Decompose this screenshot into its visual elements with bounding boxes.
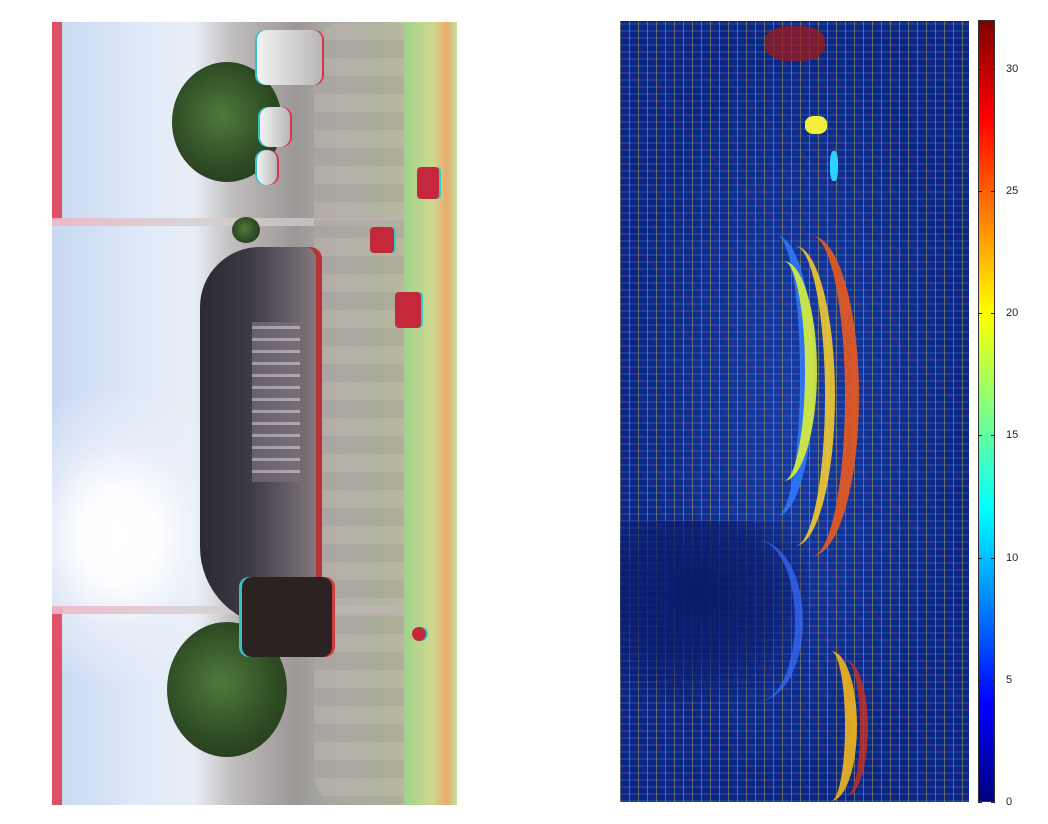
anaglyph-panorama-image [52, 22, 457, 805]
red-marker [417, 167, 439, 199]
disparity-hotspot [830, 151, 838, 181]
colorbar-tick-mark [991, 435, 995, 437]
parked-car [257, 30, 322, 85]
colorbar-tick-label: 0 [1006, 796, 1013, 808]
colorbar-tick-mark [978, 68, 982, 70]
disparity-arc-gold [755, 246, 835, 546]
edge-red-fringe [52, 22, 62, 220]
people-group [242, 577, 332, 657]
colorbar-tick-mark [991, 557, 995, 559]
grass-strip [404, 22, 457, 805]
colorbar-tick-label: 15 [1006, 429, 1019, 442]
tree [232, 217, 260, 243]
parked-car [257, 150, 277, 185]
colorbar [978, 20, 995, 802]
disparity-hotspot [805, 116, 827, 134]
colorbar-tick-mark [978, 191, 982, 193]
colorbar-tick-mark [991, 679, 995, 681]
disparity-arc-bottom-red [825, 661, 868, 796]
colorbar-tick-label: 10 [1006, 551, 1019, 564]
red-marker [370, 227, 394, 253]
colorbar-tick-mark [991, 802, 995, 803]
colorbar-tick-mark [978, 313, 982, 315]
colorbar-tick-label: 20 [1006, 307, 1019, 320]
colorbar-tick-label: 30 [1006, 62, 1019, 75]
red-marker [412, 627, 426, 641]
colorbar-tick-mark [978, 435, 982, 437]
colorbar-tick-mark [978, 557, 982, 559]
building-facade [252, 322, 300, 482]
disparity-arc-lower [715, 541, 803, 701]
colorbar-tick-label: 25 [1006, 185, 1019, 198]
colorbar-tick-mark [991, 313, 995, 315]
edge-red-fringe [52, 607, 62, 805]
colorbar-tick-label: 5 [1006, 673, 1013, 686]
red-marker [395, 292, 421, 328]
colorbar-tick-mark [978, 679, 982, 681]
colorbar-tick-mark [978, 802, 982, 803]
parked-car [260, 107, 290, 147]
disparity-heatmap-image [620, 21, 969, 802]
colorbar-tick-mark [991, 191, 995, 193]
colorbar-tick-mark [991, 68, 995, 70]
disparity-hotspot [765, 26, 825, 61]
